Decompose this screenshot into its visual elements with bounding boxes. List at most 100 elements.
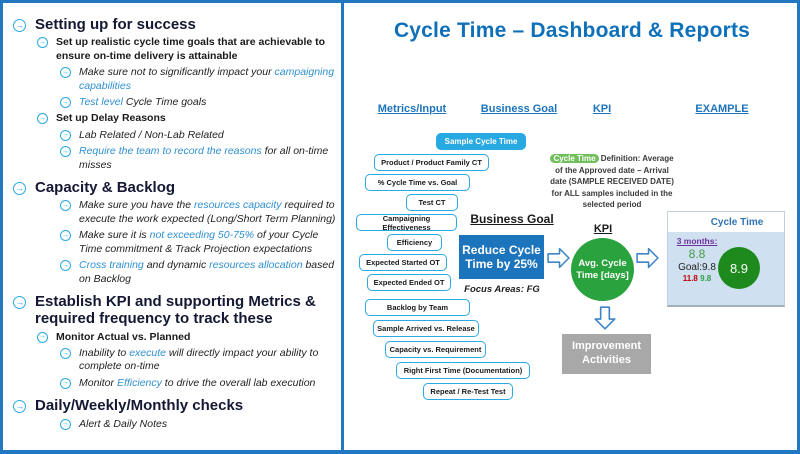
page-title: Cycle Time – Dashboard & Reports <box>393 19 751 42</box>
metric-box: Expected Ended OT <box>367 274 451 291</box>
section-heading: Setting up for success <box>35 16 196 33</box>
arrow-bullet-icon <box>37 37 48 49</box>
metric-box: Capacity vs. Requirement <box>385 341 486 358</box>
item-text-accent: campaigning capabilities <box>79 66 335 92</box>
bullet-item: Set up Delay Reasons <box>37 112 339 125</box>
item-text: Lab Related / Non-Lab Related <box>79 128 224 141</box>
improvement-activities-box: Improvement Activities <box>562 334 651 374</box>
item-text-accent: Test level <box>79 96 126 108</box>
section-daily-checks: Daily/Weekly/Monthly checks Alert & Dail… <box>13 397 339 431</box>
item-text: Monitor <box>79 376 117 389</box>
item-text: to drive the overall lab execution <box>161 376 316 389</box>
column-header-metrics: Metrics/Input <box>377 103 447 115</box>
metric-box: Backlog by Team <box>365 299 470 316</box>
bullet-item: Inability to execute will directly impac… <box>60 347 339 374</box>
kpi-circle: Avg. Cycle Time [days] <box>571 238 634 301</box>
metric-box: Sample Arrived vs. Release <box>373 320 479 337</box>
worst-value: 11.8 <box>682 274 698 283</box>
example-card: Cycle Time 3 months: 8.8 Goal:9.8 11.8 9… <box>667 211 785 307</box>
period-value: 8.8 <box>688 247 706 261</box>
period-label: 3 months: <box>676 236 718 246</box>
bullet-item: Cross training and dynamic resources all… <box>60 259 339 286</box>
section-heading: Establish KPI and supporting Metrics & r… <box>35 293 316 328</box>
bullet-item: Require the team to record the reasons f… <box>60 145 339 172</box>
definition-text: Definition: Average of the Approved date… <box>550 154 674 210</box>
item-text: for all on-time misses <box>79 145 329 171</box>
kpi-heading: KPI <box>593 223 613 235</box>
column-header-kpi: KPI <box>592 103 612 115</box>
item-text: Make sure you have the <box>79 199 194 212</box>
metric-box: % Cycle Time vs. Goal <box>365 174 470 191</box>
arrow-bullet-icon <box>60 67 71 79</box>
example-stats: 3 months: 8.8 Goal:9.8 11.8 9.8 <box>674 236 720 283</box>
column-header-business-goal: Business Goal <box>480 103 558 115</box>
example-card-title: Cycle Time <box>668 212 784 232</box>
metric-box: Efficiency <box>387 234 442 251</box>
item-text: of your Cycle Time commitment & Track Pr… <box>79 229 319 255</box>
highlighted-term: Cycle Time <box>550 154 599 163</box>
item-text: based on Backlog <box>79 259 335 285</box>
example-kpi-circle: 8.9 <box>718 247 760 289</box>
item-text: Make sure not to significantly impact yo… <box>79 66 275 79</box>
bullet-item: Lab Related / Non-Lab Related <box>60 129 339 142</box>
arrow-bullet-icon <box>60 260 71 272</box>
min-max-values: 11.8 9.8 <box>674 274 720 283</box>
section-establish-kpi: Establish KPI and supporting Metrics & r… <box>13 293 339 390</box>
flow-arrow-right-icon <box>636 247 659 269</box>
item-text: Set up Delay Reasons <box>56 112 166 125</box>
example-card-body: 3 months: 8.8 Goal:9.8 11.8 9.8 8.9 <box>668 232 784 305</box>
item-text: Inability to <box>79 347 130 359</box>
arrow-bullet-icon <box>60 200 71 212</box>
cycle-time-definition: Cycle Time Definition: Average of the Ap… <box>547 153 677 211</box>
arrow-bullet-icon <box>60 97 71 108</box>
item-text: Cycle Time goals <box>125 96 207 108</box>
metric-box: Test CT <box>406 194 458 211</box>
column-header-example: EXAMPLE <box>695 103 749 115</box>
arrow-bullet-icon <box>13 296 26 310</box>
section-heading: Daily/Weekly/Monthly checks <box>35 397 244 415</box>
item-text: Monitor Actual vs. Planned <box>56 330 191 343</box>
arrow-bullet-icon <box>13 19 26 32</box>
metric-box-sample-cycle-time: Sample Cycle Time <box>436 133 526 150</box>
item-text-accent: not exceeding 50-75% <box>149 229 255 242</box>
item-text: Make sure it is <box>79 229 150 242</box>
metric-box: Repeat / Re-Test Test <box>423 383 513 400</box>
section-heading: Capacity & Backlog <box>35 179 176 197</box>
panel-divider <box>341 3 344 450</box>
metric-box: Right First Time (Documentation) <box>396 362 530 379</box>
business-goal-target-box: Reduce Cycle Time by 25% <box>459 235 544 279</box>
left-panel: Setting up for success Set up realistic … <box>13 9 339 431</box>
arrow-bullet-icon <box>60 146 71 158</box>
metric-box: Product / Product Family CT <box>374 154 489 171</box>
item-text-accent: resources allocation <box>209 259 303 272</box>
flow-arrow-right-icon <box>547 247 570 269</box>
arrow-bullet-icon <box>60 377 71 389</box>
metric-box: Expected Started OT <box>359 254 447 271</box>
bullet-item: Make sure not to significantly impact yo… <box>60 66 339 93</box>
bullet-item: Set up realistic cycle time goals that a… <box>37 36 339 63</box>
item-text-accent: Cross training <box>79 259 144 272</box>
bullet-item: Make sure it is not exceeding 50-75% of … <box>60 229 339 256</box>
flow-arrow-down-icon <box>594 306 616 330</box>
item-text: and dynamic <box>143 259 210 272</box>
best-value: 9.8 <box>700 274 712 283</box>
item-text-accent: Require the team to record the reasons <box>79 145 262 158</box>
section-setting-up: Setting up for success Set up realistic … <box>13 16 339 172</box>
bullet-item: Alert & Daily Notes <box>60 418 339 431</box>
arrow-bullet-icon <box>60 230 71 242</box>
bullet-item: Test level Cycle Time goals <box>60 96 339 109</box>
bullet-item: Monitor Actual vs. Planned <box>37 331 339 344</box>
arrow-bullet-icon <box>13 182 26 196</box>
bullet-item: Monitor Efficiency to drive the overall … <box>60 377 339 390</box>
arrow-bullet-icon <box>37 331 48 343</box>
item-text-accent: resources capacity <box>193 199 282 212</box>
bullet-item: Make sure you have the resources capacit… <box>60 199 339 226</box>
item-text: Alert & Daily Notes <box>79 417 168 430</box>
item-text: required to execute the work expected (L… <box>79 199 336 225</box>
business-goal-heading: Business Goal <box>470 212 554 226</box>
metric-box: Campaigning Effectiveness <box>356 214 457 232</box>
arrow-bullet-icon <box>37 113 48 125</box>
item-text-accent: Efficiency <box>116 376 162 389</box>
focus-areas-label: Focus Areas: FG <box>464 284 540 295</box>
